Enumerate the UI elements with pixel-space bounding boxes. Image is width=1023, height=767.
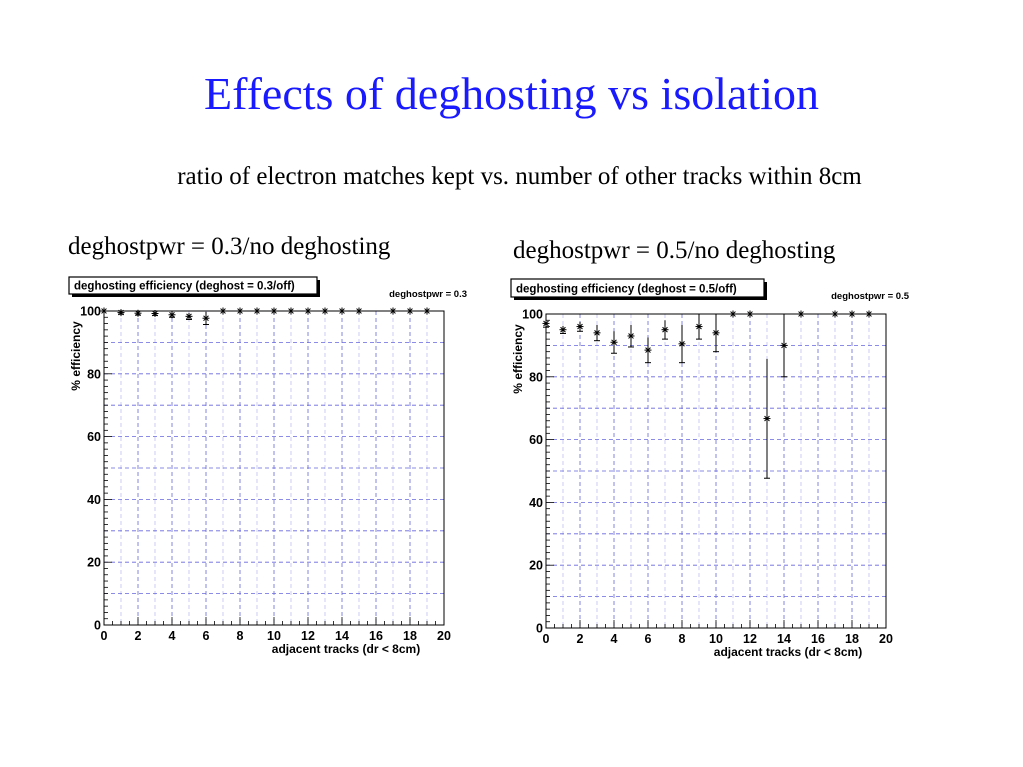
chart-left-title: deghosting efficiency (deghost = 0.3/off… — [74, 281, 295, 293]
chart-left-ytick-label: 0 — [94, 619, 101, 633]
chart-left-ytick-label: 20 — [87, 556, 101, 570]
chart-left-point — [117, 309, 125, 317]
chart-right-xtick-label: 10 — [709, 632, 723, 646]
chart-right-xtick-label: 2 — [577, 632, 584, 646]
chart-right-xlabel: adjacent tracks (dr < 8cm) — [714, 645, 862, 659]
chart-left-point — [355, 307, 363, 315]
chart-right-point — [729, 310, 737, 318]
chart-left-point — [219, 307, 227, 315]
chart-left-ylabel: % efficiency — [69, 321, 83, 391]
slide-title: Effects of deghosting vs isolation — [204, 68, 819, 119]
chart-right-point — [746, 310, 754, 318]
chart-right-point — [848, 310, 856, 318]
chart-right-xtick-label: 12 — [743, 632, 757, 646]
chart-right-point — [644, 346, 652, 354]
chart-left-xtick-label: 16 — [369, 629, 383, 643]
chart-right-point — [763, 415, 771, 423]
chart-left-point — [406, 307, 414, 315]
chart-right-ytick-label: 40 — [529, 496, 543, 510]
chart-right-xtick-label: 16 — [811, 632, 825, 646]
chart-right-point — [559, 326, 567, 334]
chart-left-xtick-label: 20 — [437, 629, 451, 643]
chart-left-point — [389, 307, 397, 315]
chart-left-point — [236, 307, 244, 315]
chart-right-point — [576, 323, 584, 331]
chart-right-xtick-label: 8 — [679, 632, 686, 646]
chart-right-ytick-label: 80 — [529, 370, 543, 384]
chart-left-ytick-label: 60 — [87, 430, 101, 444]
chart-left-ytick-label: 100 — [80, 305, 101, 319]
chart-left-point — [423, 307, 431, 315]
chart-left-point — [253, 307, 261, 315]
chart-right-xtick-label: 0 — [543, 632, 550, 646]
chart-right-point — [695, 323, 703, 331]
chart-left-xlabel: adjacent tracks (dr < 8cm) — [272, 642, 420, 656]
caption-right-plot: deghostpwr = 0.5/no deghosting — [513, 237, 836, 264]
chart-right-ytick-label: 20 — [529, 559, 543, 573]
chart-right-point — [865, 310, 873, 318]
chart-left-xtick-label: 0 — [101, 629, 108, 643]
chart-left-point — [100, 307, 108, 315]
chart-right-xtick-label: 18 — [845, 632, 859, 646]
chart-right-point — [610, 338, 618, 346]
chart-left-xtick-label: 10 — [267, 629, 281, 643]
chart-left-point — [202, 314, 210, 322]
chart-left-xtick-label: 18 — [403, 629, 417, 643]
chart-right-ytick-label: 100 — [522, 308, 543, 322]
chart-left-xtick-label: 4 — [169, 629, 176, 643]
chart-left-point — [321, 307, 329, 315]
chart-right-title-box — [510, 278, 765, 298]
slide-subtitle: ratio of electron matches kept vs. numbe… — [177, 163, 862, 190]
chart-right-legend: deghostpwr = 0.5 — [831, 291, 910, 302]
chart-right-ylabel: % efficiency — [511, 324, 525, 394]
chart-right-point — [831, 310, 839, 318]
chart-left-point — [338, 307, 346, 315]
chart-right-point — [661, 326, 669, 334]
chart-right-point — [797, 310, 805, 318]
chart-right-ytick-label: 0 — [536, 622, 543, 636]
chart-right-title: deghosting efficiency (deghost = 0.5/off… — [516, 284, 737, 296]
chart-left-xtick-label: 6 — [203, 629, 210, 643]
chart-left-legend: deghostpwr = 0.3 — [389, 289, 467, 300]
chart-right-point — [712, 329, 720, 337]
chart-right-point — [627, 332, 635, 340]
chart-left-ytick-label: 80 — [87, 367, 101, 381]
chart-right-point — [593, 329, 601, 337]
chart-left-xtick-label: 8 — [237, 629, 244, 643]
chart-left-point — [185, 312, 193, 320]
chart-left-point — [287, 307, 295, 315]
chart-right-point — [780, 341, 788, 349]
caption-left-plot: deghostpwr = 0.3/no deghosting — [68, 233, 391, 260]
chart-right-point — [542, 319, 550, 327]
chart-left-point — [270, 307, 278, 315]
chart-right-xtick-label: 4 — [611, 632, 618, 646]
chart-left-point — [168, 311, 176, 319]
chart-left-title-box — [68, 276, 318, 295]
chart-left-point — [151, 310, 159, 318]
chart-right-point — [678, 340, 686, 348]
chart-left-xtick-label: 12 — [301, 629, 315, 643]
chart-right-xtick-label: 20 — [879, 632, 893, 646]
chart-left-ytick-label: 40 — [87, 493, 101, 507]
chart-left-point — [134, 309, 142, 317]
chart-left-xtick-label: 14 — [335, 629, 349, 643]
chart-left-xtick-label: 2 — [135, 629, 142, 643]
chart-right-xtick-label: 6 — [645, 632, 652, 646]
chart-right-ytick-label: 60 — [529, 433, 543, 447]
chart-right-xtick-label: 14 — [777, 632, 791, 646]
chart-left-point — [304, 307, 312, 315]
